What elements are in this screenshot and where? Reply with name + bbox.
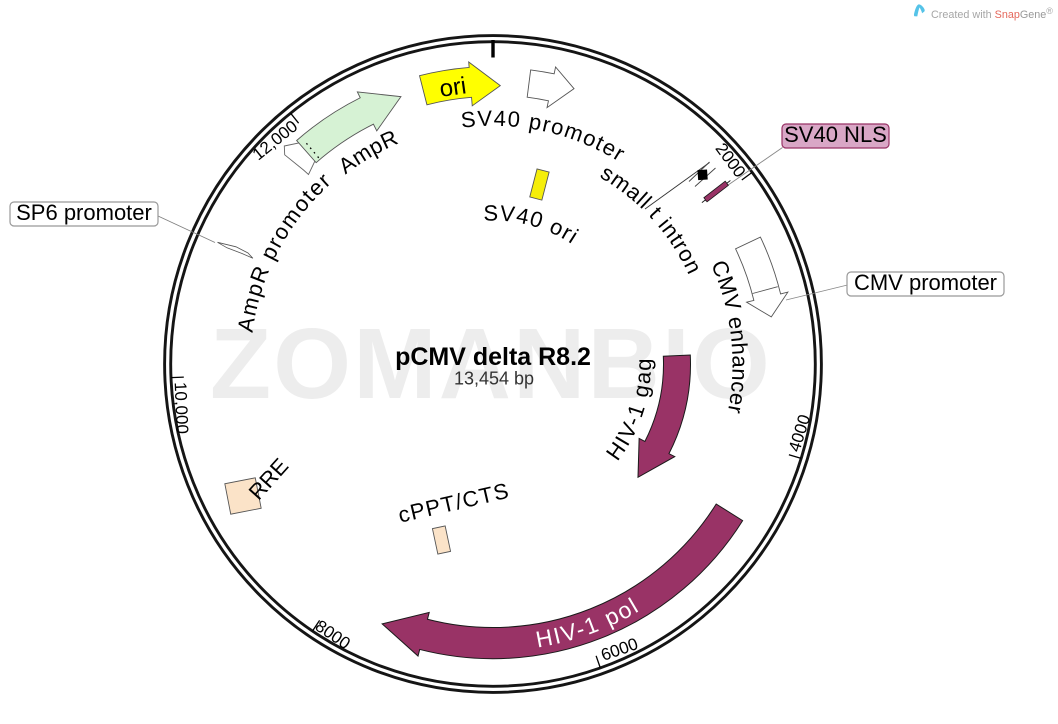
svg-text:SP6 promoter: SP6 promoter (16, 200, 152, 225)
svg-text:10,000: 10,000 (171, 382, 192, 435)
svg-text:Created with SnapGene®: Created with SnapGene® (931, 6, 1053, 21)
svg-text:pCMV delta R8.2: pCMV delta R8.2 (395, 343, 591, 371)
svg-text:13,454 bp: 13,454 bp (454, 369, 534, 389)
svg-text:SV40 NLS: SV40 NLS (784, 122, 887, 147)
svg-text:ori: ori (438, 72, 468, 102)
svg-text:CMV promoter: CMV promoter (854, 270, 997, 295)
